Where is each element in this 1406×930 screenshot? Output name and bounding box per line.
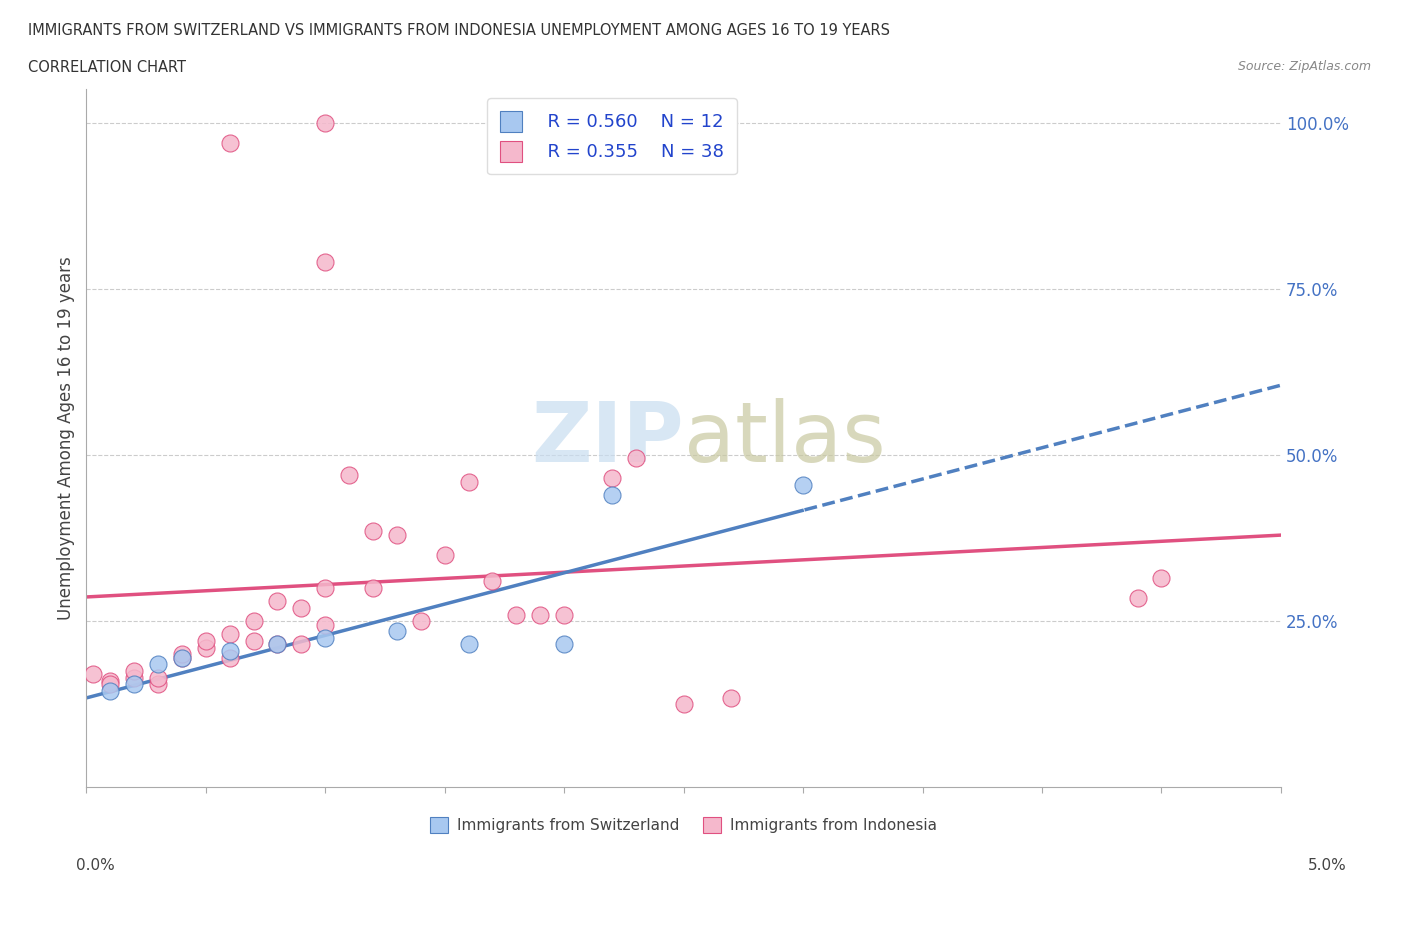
Point bbox=[170, 647, 193, 662]
Point bbox=[314, 618, 336, 632]
Point bbox=[242, 614, 264, 629]
Point bbox=[98, 673, 121, 688]
Point bbox=[170, 650, 193, 665]
Point bbox=[1150, 570, 1173, 585]
Point bbox=[314, 115, 336, 130]
Point bbox=[194, 641, 217, 656]
Y-axis label: Unemployment Among Ages 16 to 19 years: Unemployment Among Ages 16 to 19 years bbox=[58, 257, 75, 620]
Point bbox=[122, 664, 145, 679]
Point bbox=[600, 487, 623, 502]
Point bbox=[122, 671, 145, 685]
Point bbox=[600, 471, 623, 485]
Legend: Immigrants from Switzerland, Immigrants from Indonesia: Immigrants from Switzerland, Immigrants … bbox=[423, 811, 943, 839]
Text: CORRELATION CHART: CORRELATION CHART bbox=[28, 60, 186, 75]
Point bbox=[553, 637, 575, 652]
Point bbox=[385, 624, 408, 639]
Point bbox=[98, 684, 121, 698]
Point bbox=[218, 644, 240, 658]
Point bbox=[82, 667, 104, 682]
Point bbox=[218, 650, 240, 665]
Point bbox=[290, 637, 312, 652]
Text: IMMIGRANTS FROM SWITZERLAND VS IMMIGRANTS FROM INDONESIA UNEMPLOYMENT AMONG AGES: IMMIGRANTS FROM SWITZERLAND VS IMMIGRANT… bbox=[28, 23, 890, 38]
Point bbox=[529, 607, 551, 622]
Point bbox=[1126, 591, 1149, 605]
Point bbox=[266, 637, 288, 652]
Point bbox=[266, 593, 288, 608]
Point bbox=[122, 677, 145, 692]
Point bbox=[314, 580, 336, 595]
Text: 0.0%: 0.0% bbox=[76, 857, 115, 872]
Point bbox=[170, 650, 193, 665]
Point bbox=[218, 135, 240, 150]
Point bbox=[457, 637, 479, 652]
Point bbox=[337, 468, 360, 483]
Point bbox=[146, 671, 169, 685]
Point bbox=[720, 690, 742, 705]
Point bbox=[481, 574, 503, 589]
Point bbox=[194, 633, 217, 648]
Point bbox=[218, 627, 240, 642]
Point bbox=[290, 601, 312, 616]
Point bbox=[266, 637, 288, 652]
Point bbox=[624, 451, 647, 466]
Point bbox=[361, 580, 384, 595]
Point bbox=[433, 547, 456, 562]
Point bbox=[146, 677, 169, 692]
Text: 5.0%: 5.0% bbox=[1308, 857, 1347, 872]
Point bbox=[385, 527, 408, 542]
Point bbox=[146, 657, 169, 671]
Point bbox=[672, 697, 695, 711]
Text: atlas: atlas bbox=[683, 398, 886, 479]
Point bbox=[314, 631, 336, 645]
Point bbox=[409, 614, 432, 629]
Text: ZIP: ZIP bbox=[531, 398, 683, 479]
Point bbox=[553, 607, 575, 622]
Point bbox=[505, 607, 527, 622]
Point bbox=[457, 474, 479, 489]
Text: Source: ZipAtlas.com: Source: ZipAtlas.com bbox=[1237, 60, 1371, 73]
Point bbox=[242, 633, 264, 648]
Point bbox=[314, 255, 336, 270]
Point bbox=[792, 477, 814, 492]
Point bbox=[98, 677, 121, 692]
Point bbox=[361, 524, 384, 538]
